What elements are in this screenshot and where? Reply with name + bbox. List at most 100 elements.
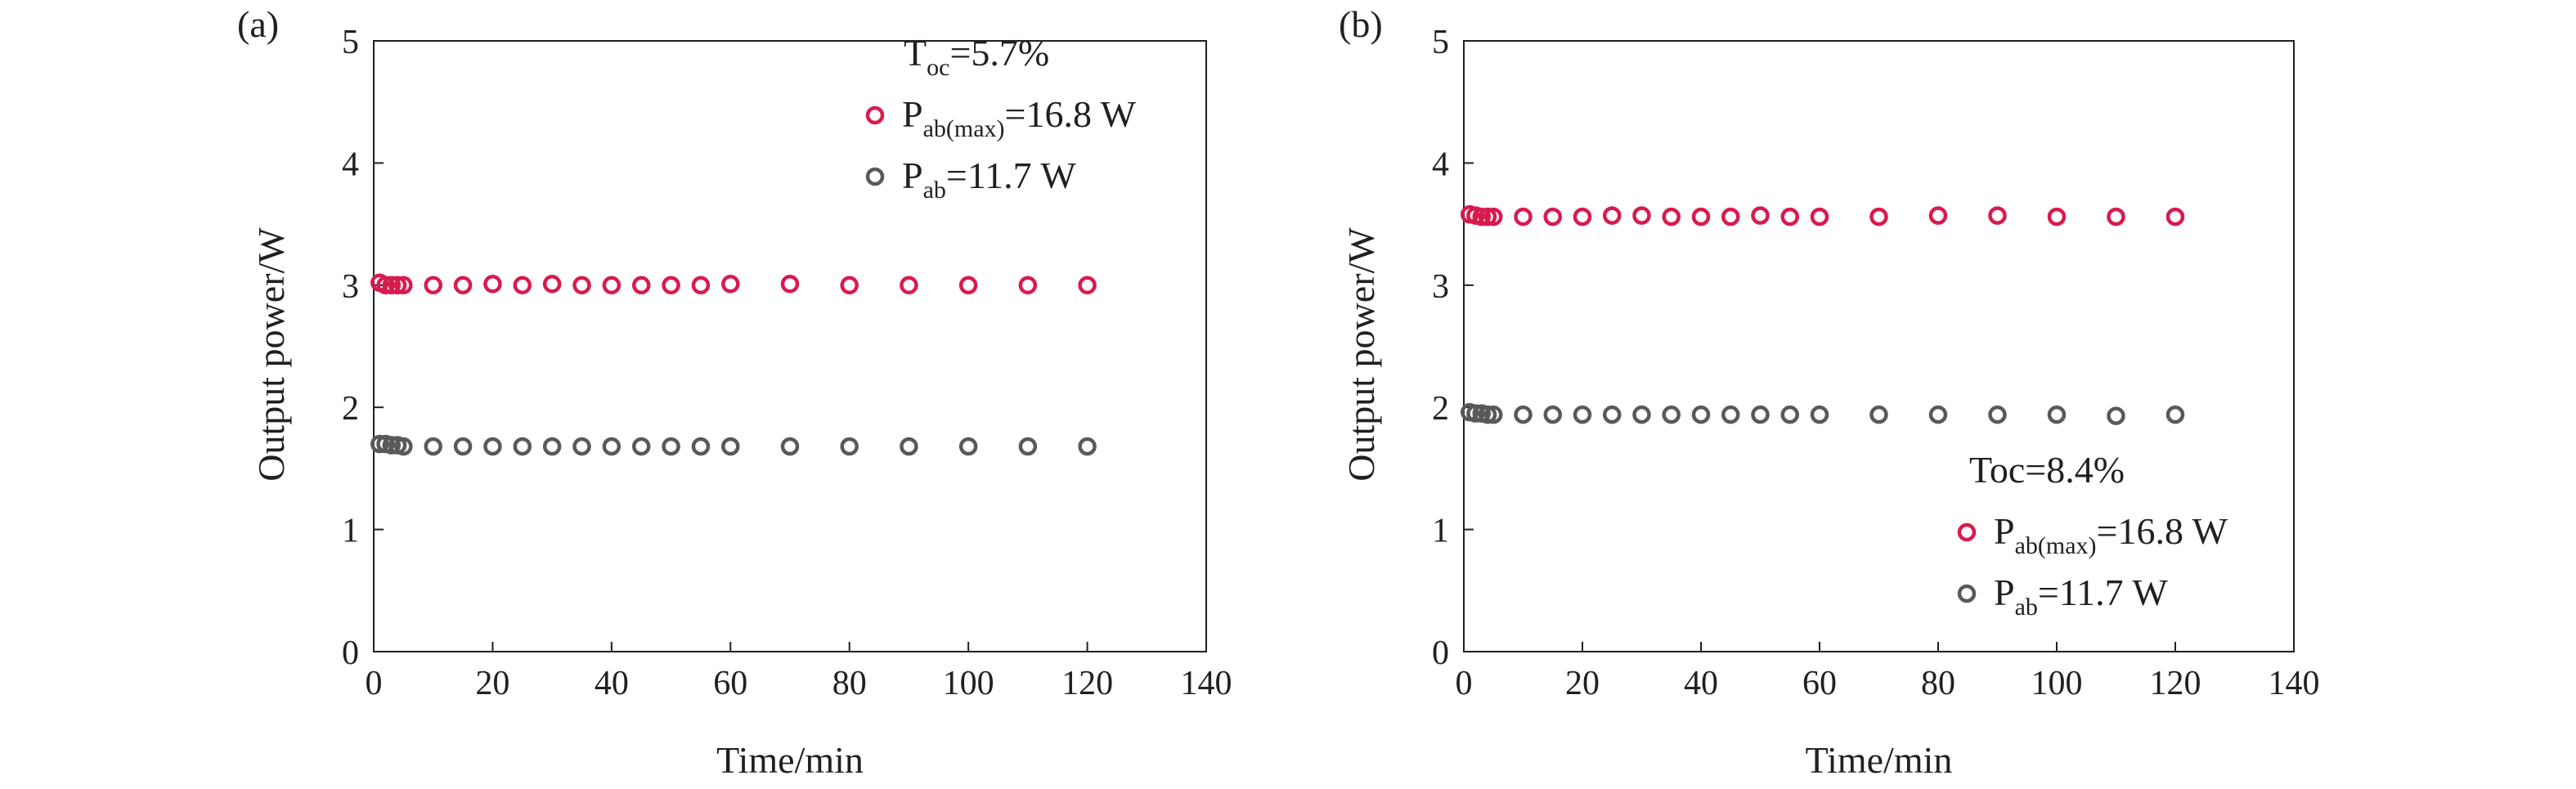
y-axis-label: Output power/W	[1340, 227, 1382, 482]
plot-frame	[373, 40, 1207, 652]
data-point	[483, 275, 502, 294]
data-point	[1662, 405, 1681, 424]
data-point	[1751, 405, 1770, 424]
data-point	[1543, 405, 1562, 424]
data-point	[572, 276, 591, 295]
data-point	[1466, 404, 1485, 423]
x-axis-label: Time/min	[1806, 739, 1953, 781]
x-tick-label: 120	[2150, 665, 2201, 702]
data-point	[1869, 405, 1888, 424]
data-point	[1928, 405, 1948, 424]
panel-label: (b)	[1339, 3, 1383, 45]
data-point	[691, 276, 711, 295]
data-point	[900, 276, 918, 295]
data-point	[721, 437, 740, 456]
data-point	[1573, 405, 1592, 424]
series-1	[370, 434, 1097, 456]
legend-title: Toc=5.7%	[904, 32, 1049, 81]
y-tick-label: 5	[1432, 24, 1449, 61]
chart-panel-b: 0 20 40 60 80 100 120 140 0 1 2 3 4 5 Time/min Output p…	[1339, 3, 2320, 781]
data-point	[1662, 207, 1681, 226]
y-tick-label: 3	[1432, 268, 1449, 306]
data-point	[1514, 405, 1533, 424]
data-point	[1988, 206, 2007, 225]
data-point	[1514, 207, 1533, 226]
data-point	[1869, 207, 1888, 226]
data-point	[1988, 405, 2007, 424]
data-point	[1721, 405, 1740, 424]
data-point	[1078, 276, 1097, 295]
y-tick-label: 4	[1432, 146, 1449, 183]
x-tick-label: 140	[2269, 665, 2320, 702]
series-0	[1461, 204, 2185, 226]
data-point	[1478, 405, 1497, 424]
legend-entry: Pab=11.7 W	[902, 155, 1076, 204]
data-point	[900, 437, 918, 456]
data-point	[394, 437, 413, 456]
legend: Toc=5.7% Pab(max)=16.8 W Pab=11.7 W	[865, 32, 1137, 204]
data-point	[1780, 207, 1799, 226]
x-tick-label: 140	[1181, 665, 1232, 702]
legend: Toc=8.4% Pab(max)=16.8 W Pab=11.7 W	[1957, 449, 2228, 621]
data-point	[1603, 206, 1622, 225]
x-tick-label: 60	[1802, 665, 1837, 702]
data-point	[2107, 207, 2125, 226]
data-point	[513, 276, 532, 295]
y-tick-label: 0	[1432, 634, 1449, 672]
x-tick-label: 100	[2031, 665, 2083, 702]
data-point	[2107, 406, 2125, 425]
plot-frame	[1463, 40, 2295, 652]
data-point	[602, 437, 622, 456]
y-tick-label: 1	[342, 513, 359, 550]
data-point	[424, 437, 442, 456]
data-point	[483, 437, 502, 456]
x-tick-label: 20	[475, 665, 509, 702]
data-point	[1573, 207, 1592, 226]
data-point	[542, 437, 562, 456]
x-tick-label: 80	[1921, 665, 1955, 702]
data-point	[1810, 207, 1829, 226]
data-point	[388, 276, 407, 295]
data-point	[542, 275, 562, 294]
data-point	[780, 275, 800, 294]
data-point	[958, 276, 978, 295]
data-point	[780, 437, 800, 456]
data-point	[1928, 206, 1948, 225]
data-point	[1691, 405, 1711, 424]
data-point	[1078, 437, 1097, 456]
data-point	[2047, 405, 2067, 424]
y-tick-label: 0	[342, 634, 359, 672]
x-tick-label: 120	[1061, 665, 1113, 702]
data-point	[1472, 207, 1491, 226]
data-point	[1543, 207, 1562, 226]
data-point	[376, 276, 395, 295]
legend-title: Toc=8.4%	[1969, 449, 2125, 491]
data-point	[691, 437, 711, 456]
data-point	[382, 436, 402, 455]
data-point	[1018, 437, 1038, 456]
x-tick-label: 40	[1684, 665, 1718, 702]
data-point	[1478, 207, 1497, 226]
data-point	[2165, 207, 2185, 226]
x-tick-label: 100	[943, 665, 994, 702]
chart-panel-a: 0 20 40 60 80 100 120 140 0 1 2 3 4 5 Time/min Output p…	[237, 3, 1232, 781]
y-axis-label: Output power/W	[250, 227, 292, 482]
data-point	[1484, 207, 1503, 226]
y-tick-label: 2	[342, 390, 359, 428]
data-point	[2047, 207, 2067, 226]
data-point	[662, 276, 680, 295]
y-tick-label: 3	[342, 268, 359, 306]
x-tick-label: 60	[713, 665, 747, 702]
x-tick-label: 40	[595, 665, 629, 702]
legend-marker	[865, 105, 885, 125]
x-tick-label: 0	[1456, 665, 1473, 702]
data-point	[662, 437, 680, 456]
data-point	[453, 437, 473, 456]
data-point	[1810, 405, 1829, 424]
data-point	[1632, 206, 1651, 225]
x-tick-label: 20	[1565, 665, 1600, 702]
data-point	[958, 437, 978, 456]
data-point	[1484, 405, 1503, 424]
x-axis-label: Time/min	[716, 739, 864, 781]
data-point	[602, 276, 622, 295]
